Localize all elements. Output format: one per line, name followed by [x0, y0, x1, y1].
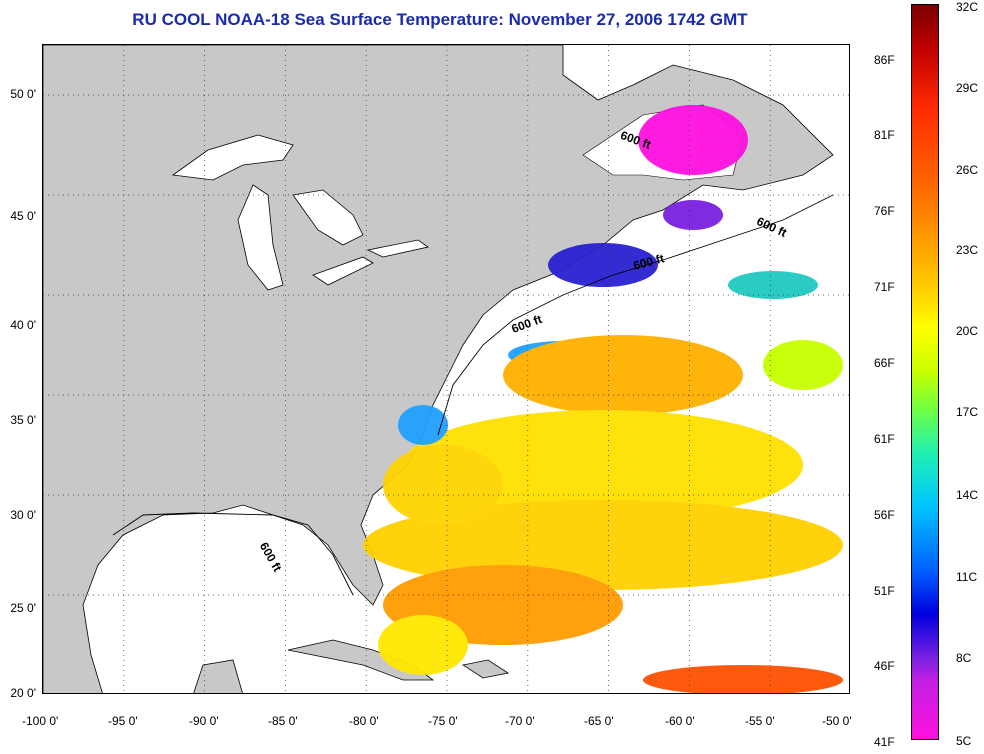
lon-tick-label: -90 0'	[189, 714, 219, 728]
lat-tick-label: 45 0'	[10, 209, 36, 223]
colorbar-f-label: 61F	[874, 432, 895, 446]
sst-patch-carolina	[383, 445, 503, 525]
lon-tick-label: -60 0'	[665, 714, 695, 728]
colorbar-f-label: 51F	[874, 584, 895, 598]
colorbar-c-label: 8C	[956, 651, 972, 665]
colorbar-c-label: 26C	[956, 163, 979, 177]
colorbar-c-label: 17C	[956, 405, 979, 419]
lon-tick-label: -65 0'	[584, 714, 614, 728]
colorbar-c-label: 14C	[956, 488, 979, 502]
colorbar-c-label: 32C	[956, 0, 979, 14]
island-hispaniola	[461, 659, 510, 679]
lon-tick-label: -95 0'	[108, 714, 138, 728]
colorbar-f-label: 41F	[874, 735, 895, 749]
colorbar-f-label: 71F	[874, 280, 895, 294]
lon-tick-label: -85 0'	[268, 714, 298, 728]
colorbar-c-label: 5C	[956, 734, 972, 748]
sst-data-layer	[363, 105, 843, 693]
sst-patch-grand-banks	[728, 271, 818, 299]
lat-tick-label: 40 0'	[10, 318, 36, 332]
lat-tick-label: 30 0'	[10, 508, 36, 522]
lon-tick-label: -75 0'	[428, 714, 458, 728]
colorbar-c-label: 20C	[956, 324, 979, 338]
sst-map: 600 ft 600 ft 600 ft 600 ft 600 ft	[42, 44, 850, 694]
map-canvas	[43, 45, 849, 693]
lon-tick-label: -100 0'	[22, 714, 59, 728]
sst-patch-scotian	[663, 200, 723, 230]
lake-superior	[171, 134, 294, 181]
colorbar-f-label: 56F	[874, 508, 895, 522]
lon-tick-label: -50 0'	[822, 714, 852, 728]
temperature-colorbar	[911, 4, 939, 740]
colorbar-f-label: 76F	[874, 204, 895, 218]
colorbar-c-label: 29C	[956, 81, 979, 95]
lat-tick-label: 20 0'	[10, 686, 36, 700]
sst-patch-east	[763, 340, 843, 390]
lon-tick-label: -80 0'	[349, 714, 379, 728]
shelf-contour-600ft	[112, 194, 834, 596]
lake-erie-ontario	[312, 239, 429, 286]
sst-patch-gulf-stream	[503, 335, 743, 415]
sst-patch-coast	[398, 405, 448, 445]
grid-lines	[43, 45, 849, 693]
sst-patch-gulf-maine	[548, 243, 658, 287]
lon-tick-label: -70 0'	[505, 714, 535, 728]
colorbar-c-label: 11C	[956, 570, 978, 584]
lat-tick-label: 50 0'	[10, 87, 36, 101]
chart-title: RU COOL NOAA-18 Sea Surface Temperature:…	[132, 10, 748, 29]
colorbar-f-label: 81F	[874, 128, 895, 142]
lake-michigan-huron	[237, 184, 364, 291]
lat-tick-label: 25 0'	[10, 601, 36, 615]
sst-patch-bahamas	[378, 615, 468, 675]
colorbar-f-label: 66F	[874, 356, 895, 370]
lat-tick-label: 35 0'	[10, 413, 36, 427]
colorbar-f-label: 46F	[874, 659, 895, 673]
sst-patch-sargasso-north	[403, 410, 803, 520]
yucatan	[193, 659, 243, 693]
colorbar-f-label: 86F	[874, 53, 895, 67]
lon-tick-label: -55 0'	[745, 714, 775, 728]
sst-patch-caribbean	[643, 665, 843, 693]
island-cuba	[287, 639, 435, 681]
sst-patch-st-lawrence	[638, 105, 748, 175]
colorbar-c-label: 23C	[956, 243, 979, 257]
